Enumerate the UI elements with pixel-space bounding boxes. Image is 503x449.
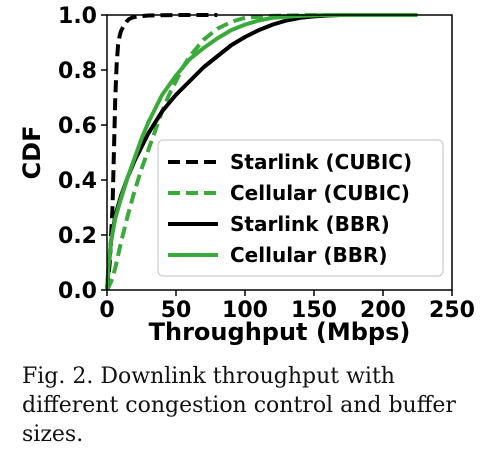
y-tick-label: 0.4 xyxy=(58,169,97,194)
ticks-layer: 0 50 100 150 200 250 0.0 0.2 0.4 0.6 0.8 1.0 xyxy=(58,4,475,323)
x-tick-label: 150 xyxy=(291,298,337,323)
y-tick-label: 0.0 xyxy=(58,279,97,304)
y-tick-label: 0.8 xyxy=(58,59,97,84)
legend-label-4: Cellular (BBR) xyxy=(230,243,388,267)
y-axis-label: CDF xyxy=(18,126,46,180)
series-line-1 xyxy=(105,13,218,291)
x-tick-label: 0 xyxy=(99,298,114,323)
x-tick-label: 50 xyxy=(161,298,192,323)
legend-label-3: Starlink (BBR) xyxy=(230,212,390,236)
series-line-2 xyxy=(105,13,356,291)
legend-label-1: Starlink (CUBIC) xyxy=(230,150,412,174)
legend: Starlink (CUBIC) Cellular (CUBIC) Starlink… xyxy=(157,139,444,277)
x-tick-label: 200 xyxy=(360,298,406,323)
y-tick-label: 1.0 xyxy=(58,4,97,29)
cdf-chart: 0 50 100 150 200 250 0.0 0.2 0.4 0.6 0.8 1.0 Starli… xyxy=(18,4,475,346)
plot-area-frame xyxy=(106,14,453,291)
y-tick-label: 0.2 xyxy=(58,224,97,249)
x-tick-label: 100 xyxy=(222,298,268,323)
figure-caption: Fig. 2. Downlink throughput with differe… xyxy=(22,364,456,447)
x-tick-label: 250 xyxy=(429,298,475,323)
legend-label-2: Cellular (CUBIC) xyxy=(230,181,410,205)
x-axis-label: Throughput (Mbps) xyxy=(149,318,411,346)
y-tick-label: 0.6 xyxy=(58,114,97,139)
legend-box xyxy=(157,139,444,277)
